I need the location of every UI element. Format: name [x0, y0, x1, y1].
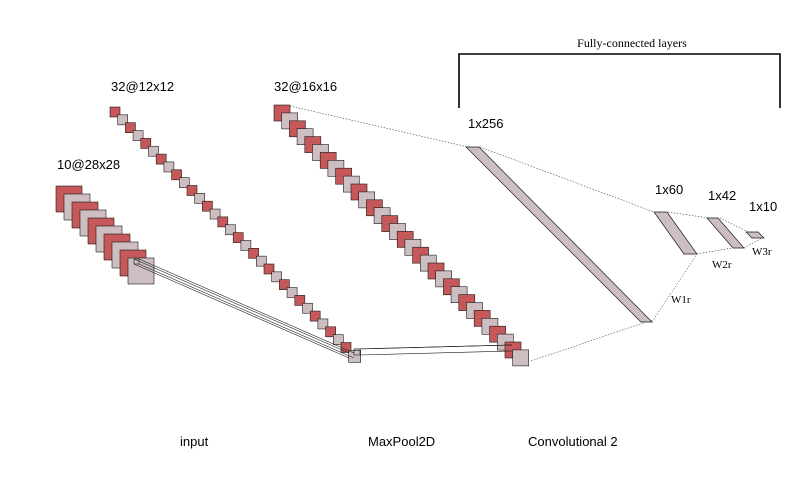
- conv1-shape-label: 32@12x12: [111, 79, 174, 94]
- input-shape-label: 10@28x28: [57, 157, 120, 172]
- feature-map-square: [332, 334, 344, 345]
- connector-line: [530, 319, 653, 362]
- fc3-bar: [706, 217, 745, 249]
- conv2-caption: Convolutional 2: [528, 434, 618, 449]
- conv1-feature-maps: [109, 106, 362, 363]
- feature-map-square: [309, 310, 321, 322]
- input-to-conv1-connectors: [133, 258, 355, 359]
- feature-map-square: [132, 130, 144, 141]
- input-caption: input: [180, 434, 209, 449]
- feature-map-square: [217, 216, 229, 228]
- feature-map-square: [271, 271, 283, 283]
- pool-to-fc-connectors: [289, 105, 653, 362]
- fc2-size-label: 1x60: [655, 182, 683, 197]
- fc4-size-label: 1x10: [749, 199, 777, 214]
- feature-map-square: [263, 263, 275, 275]
- connector-line: [138, 263, 355, 359]
- conv1-to-pool-connectors: [353, 344, 513, 356]
- pool-caption: MaxPool2D: [368, 434, 435, 449]
- feature-map-square: [202, 200, 213, 212]
- feature-map-square: [194, 193, 205, 204]
- fc-title: Fully-connected layers: [577, 36, 687, 50]
- fc2-bar: [653, 211, 698, 255]
- fc-layers: [465, 146, 765, 323]
- feature-map-square: [209, 208, 221, 220]
- connector-line: [359, 350, 513, 356]
- feature-map-square: [155, 153, 167, 165]
- feature-map-square: [186, 185, 198, 196]
- connector-line: [667, 211, 710, 219]
- feature-map-square: [348, 350, 362, 363]
- w3-weight-label: W3r: [752, 246, 772, 258]
- feature-map-square: [109, 106, 121, 118]
- connector-line: [479, 146, 655, 213]
- connector-line: [719, 217, 749, 233]
- feature-map-square: [225, 224, 236, 236]
- connector-line: [651, 253, 698, 323]
- feature-map-square: [140, 138, 152, 149]
- feature-map-square: [248, 248, 259, 259]
- feature-map-square: [286, 287, 298, 298]
- feature-map-square: [317, 318, 329, 330]
- connector-line: [133, 258, 350, 354]
- input-feature-maps: [55, 185, 155, 285]
- fc-bracket: [458, 53, 781, 108]
- connector-line: [359, 344, 513, 350]
- feature-map-square: [148, 145, 159, 157]
- fc-connectors: [479, 146, 763, 323]
- w2-weight-label: W2r: [712, 259, 732, 271]
- feature-map-square: [325, 326, 336, 338]
- feature-map-square: [125, 122, 136, 133]
- fc4-bar: [745, 231, 765, 239]
- pool-shape-label: 32@16x16: [274, 79, 337, 94]
- feature-map-square: [163, 161, 175, 173]
- feature-map-square: [232, 232, 244, 243]
- connector-line: [743, 237, 763, 249]
- feature-map-square: [512, 349, 530, 367]
- connector-line: [289, 105, 469, 148]
- connector-line: [696, 247, 733, 255]
- feature-map-square: [294, 295, 306, 306]
- feature-map-square: [179, 177, 190, 188]
- feature-map-square: [255, 255, 267, 267]
- feature-map-square: [240, 240, 252, 251]
- w1-weight-label: W1r: [671, 294, 691, 306]
- fc3-size-label: 1x42: [708, 188, 736, 203]
- connector-line: [138, 258, 355, 354]
- pool-feature-maps: [273, 104, 530, 367]
- feature-map-square: [171, 169, 182, 181]
- connector-line: [133, 263, 350, 359]
- feature-map-square: [302, 302, 313, 314]
- feature-map-square: [117, 114, 128, 126]
- feature-map-square: [279, 279, 290, 291]
- fc1-bar: [465, 146, 653, 323]
- fc1-size-label: 1x256: [468, 116, 503, 131]
